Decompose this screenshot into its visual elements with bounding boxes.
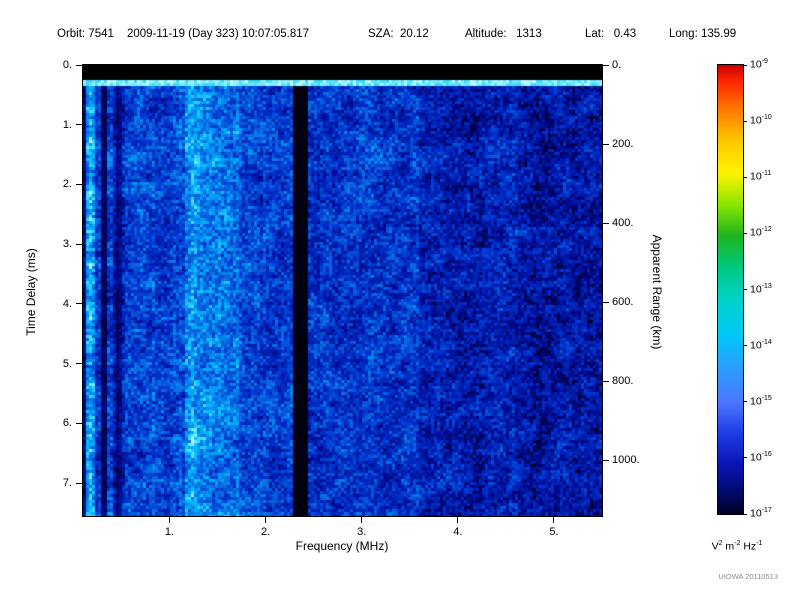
y-right-tick-label: 400. <box>612 217 634 230</box>
y-right-tick-mark <box>603 459 609 461</box>
colorbar-unit-label: V2 m-2 Hz-1 <box>711 540 763 553</box>
colorbar-tick-label: 10-16 <box>750 450 772 464</box>
y-right-tick-label: 0. <box>612 59 622 71</box>
datetime-field: 2009-11-19 (Day 323) 10:07:05.817 <box>127 28 310 40</box>
x-tick-label: 3. <box>357 526 367 538</box>
spectrogram-plot <box>82 64 603 517</box>
y-left-tick-label: 5. <box>62 357 72 370</box>
y-left-tick-label: 6. <box>62 417 72 430</box>
x-tick-mark <box>265 517 267 523</box>
colorbar-tick-mark <box>744 232 747 234</box>
x-tick-label: 2. <box>261 526 271 538</box>
colorbar <box>717 64 744 515</box>
colorbar-tick-mark <box>744 289 747 290</box>
orbit-field: Orbit: 7541 <box>57 28 114 40</box>
colorbar-tick-mark <box>744 401 747 403</box>
y-right-tick-label: 1000. <box>612 454 640 467</box>
y-left-tick-label: 7. <box>62 477 72 490</box>
colorbar-tick-mark <box>744 457 747 459</box>
colorbar-tick-label: 10-14 <box>750 338 772 352</box>
y-left-tick-label: 3. <box>62 238 72 251</box>
y-axis-label-time-delay-text: Time Delay (ms) <box>24 248 38 336</box>
x-tick-label: 4. <box>453 526 463 538</box>
y-left-tick-label: 4. <box>62 297 72 310</box>
y-right-tick-mark <box>603 143 609 145</box>
y-right-tick-mark <box>603 64 609 66</box>
x-axis-label-frequency: Frequency (MHz) <box>296 539 389 553</box>
y-right-tick-mark <box>603 301 609 303</box>
altitude-field: Altitude: 1313 <box>465 28 542 40</box>
x-tick-mark <box>553 517 555 523</box>
sza-field: SZA: 20.12 <box>368 28 429 40</box>
colorbar-tick-label: 10-9 <box>750 58 768 71</box>
x-tick-label: 5. <box>549 526 559 538</box>
x-axis-label-frequency-text: Frequency (MHz) <box>295 539 389 553</box>
y-right-tick-label: 200. <box>612 138 634 151</box>
colorbar-tick-label: 10-12 <box>750 226 772 239</box>
colorbar-tick-label: 10-11 <box>750 170 772 183</box>
spectrogram-canvas <box>83 65 602 516</box>
y-right-tick-mark <box>603 380 609 382</box>
x-tick-mark <box>169 517 170 523</box>
x-tick-mark <box>361 517 363 523</box>
colorbar-tick-label: 10-10 <box>750 114 772 127</box>
y-left-tick-label: 2. <box>62 178 72 191</box>
y-axis-label-apparent-range-text: Apparent Range (km) <box>650 234 664 350</box>
y-left-tick-label: 0. <box>62 59 72 71</box>
x-tick-mark <box>457 517 459 523</box>
colorbar-tick-mark <box>744 345 747 347</box>
y-right-tick-label: 800. <box>612 375 634 388</box>
colorbar-tick-label: 10-13 <box>750 282 772 296</box>
latitude-field: Lat: 0.43 <box>585 28 637 40</box>
colorbar-tick-mark <box>744 513 747 515</box>
colorbar-tick-label: 10-17 <box>750 507 772 520</box>
colorbar-tick-mark <box>744 176 747 178</box>
longitude-field: Long: 135.99 <box>669 28 737 40</box>
y-left-tick-label: 1. <box>62 118 72 131</box>
colorbar-tick-mark <box>744 120 747 122</box>
y-right-tick-mark <box>603 222 609 224</box>
colorbar-tick-label: 10-15 <box>750 394 772 408</box>
credit-text: UIOWA 20110513 <box>718 572 778 581</box>
colorbar-tick-mark <box>744 64 747 66</box>
x-tick-label: 1. <box>164 526 175 538</box>
